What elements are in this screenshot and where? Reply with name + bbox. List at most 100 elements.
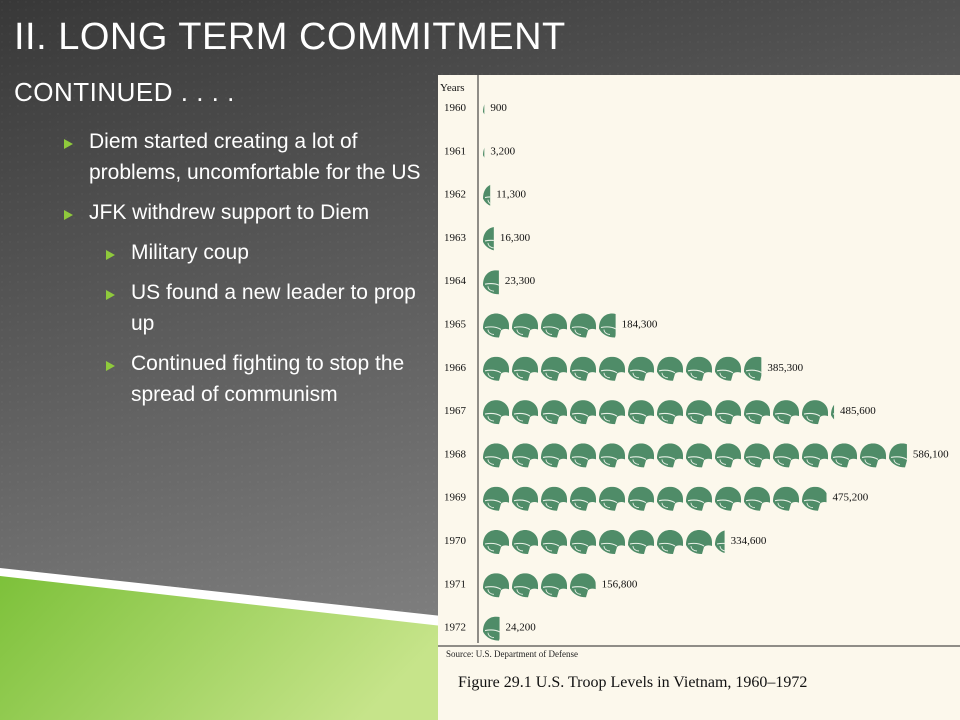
helmet-icon	[744, 400, 770, 425]
bullet-item: Diem started creating a lot of problems,…	[64, 126, 434, 188]
helmet-icon	[686, 400, 712, 425]
helmet-icon-partial	[715, 530, 725, 554]
helmet-icon	[715, 400, 741, 425]
helmet-icon-partial	[570, 573, 596, 598]
helmet-icon	[512, 443, 538, 468]
troop-bar-1968	[483, 443, 907, 468]
troop-levels-chart: Years 1960 900 1961 3,200 1962 11,300 1963 16,30…	[438, 75, 960, 720]
value-label: 334,600	[731, 535, 767, 547]
bullet-text: Military coup	[131, 241, 249, 264]
bullet-item: JFK withdrew support to Diem	[64, 197, 434, 228]
troop-bar-1960	[483, 104, 485, 115]
year-tick-label: 1968	[444, 448, 467, 460]
helmet-icon	[599, 400, 625, 425]
helmet-icon	[686, 486, 712, 511]
helmet-icon	[657, 486, 683, 511]
bullet-arrow-icon	[106, 290, 115, 300]
year-tick-label: 1963	[444, 232, 467, 244]
helmet-icon-partial	[483, 616, 500, 641]
helmet-icon	[512, 400, 538, 425]
troop-bar-1967	[483, 400, 835, 425]
value-label: 485,600	[840, 405, 876, 417]
helmet-icon	[541, 356, 567, 381]
helmet-icon-partial	[483, 148, 485, 158]
helmet-icon	[541, 530, 567, 554]
bullet-text: JFK withdrew support to Diem	[89, 201, 370, 224]
year-tick-label: 1964	[444, 275, 467, 287]
year-tick-label: 1972	[444, 622, 466, 634]
helmet-icon	[744, 443, 770, 468]
helmet-icon-partial	[483, 184, 491, 206]
bullet-text: US found a new leader to prop up	[131, 281, 416, 335]
helmet-icon	[483, 443, 509, 468]
helmet-icon	[686, 443, 712, 468]
value-label: 24,200	[506, 622, 537, 634]
helmet-icon	[599, 486, 625, 511]
helmet-icon	[744, 486, 770, 511]
helmet-icon	[541, 486, 567, 511]
helmet-icon-partial	[744, 356, 762, 381]
helmet-icon	[628, 400, 654, 425]
value-label: 184,300	[622, 319, 658, 331]
helmet-icon-partial	[889, 443, 907, 468]
helmet-icon-partial	[599, 313, 616, 338]
helmet-icon	[541, 400, 567, 425]
year-tick-label: 1961	[444, 145, 466, 157]
bullet-text: Continued fighting to stop the spread of…	[131, 352, 405, 406]
helmet-icon	[802, 400, 828, 425]
bullet-arrow-icon	[106, 361, 115, 371]
value-label: 475,200	[833, 492, 869, 504]
value-label: 156,800	[602, 578, 638, 590]
helmet-icon	[483, 400, 509, 425]
troop-bar-1965	[483, 313, 616, 338]
helmet-icon	[541, 573, 567, 598]
helmet-icon	[570, 356, 596, 381]
helmet-icon	[657, 443, 683, 468]
helmet-icon	[802, 443, 828, 468]
troop-bar-1972	[483, 616, 500, 641]
helmet-icon-partial	[483, 104, 485, 115]
troop-bar-1964	[483, 270, 499, 295]
troop-bar-1962	[483, 184, 491, 206]
helmet-icon	[483, 356, 509, 381]
year-tick-label: 1971	[444, 578, 466, 590]
helmet-icon	[570, 530, 596, 554]
year-tick-label: 1960	[444, 102, 467, 114]
helmet-icon	[686, 356, 712, 381]
helmet-icon	[483, 530, 509, 554]
value-label: 385,300	[767, 362, 803, 374]
year-tick-label: 1966	[444, 362, 467, 374]
helmet-icon	[773, 443, 799, 468]
helmet-icon-partial	[802, 486, 827, 511]
value-label: 23,300	[505, 275, 536, 287]
chart-svg: Years 1960 900 1961 3,200 1962 11,300 1963 16,30…	[438, 75, 960, 647]
helmet-icon	[512, 573, 538, 598]
chart-source: Source: U.S. Department of Defense	[446, 649, 578, 659]
helmet-icon	[860, 443, 886, 468]
helmet-icon	[657, 400, 683, 425]
helmet-icon	[570, 313, 596, 338]
helmet-icon	[541, 443, 567, 468]
bullet-list: Diem started creating a lot of problems,…	[64, 126, 434, 419]
value-label: 586,100	[913, 448, 949, 460]
bullet-text: Diem started creating a lot of problems,…	[89, 130, 421, 184]
helmet-icon	[483, 486, 509, 511]
sub-bullet-item: Continued fighting to stop the spread of…	[64, 348, 434, 410]
helmet-icon-partial	[831, 404, 835, 420]
bullet-arrow-icon	[106, 250, 115, 260]
chart-caption: Figure 29.1 U.S. Troop Levels in Vietnam…	[458, 674, 808, 691]
helmet-icon	[628, 356, 654, 381]
helmet-icon	[512, 313, 538, 338]
helmet-icon	[715, 443, 741, 468]
helmet-icon	[831, 443, 857, 468]
bullet-arrow-icon	[64, 210, 73, 220]
helmet-icon	[599, 530, 625, 554]
helmet-icon	[599, 356, 625, 381]
sub-bullet-item: Military coup	[64, 237, 434, 268]
helmet-icon-partial	[483, 270, 499, 295]
troop-bar-1969	[483, 486, 827, 511]
helmet-icon	[483, 573, 509, 598]
helmet-icon	[686, 530, 712, 554]
year-tick-label: 1965	[444, 319, 467, 331]
troop-bar-1963	[483, 227, 494, 251]
